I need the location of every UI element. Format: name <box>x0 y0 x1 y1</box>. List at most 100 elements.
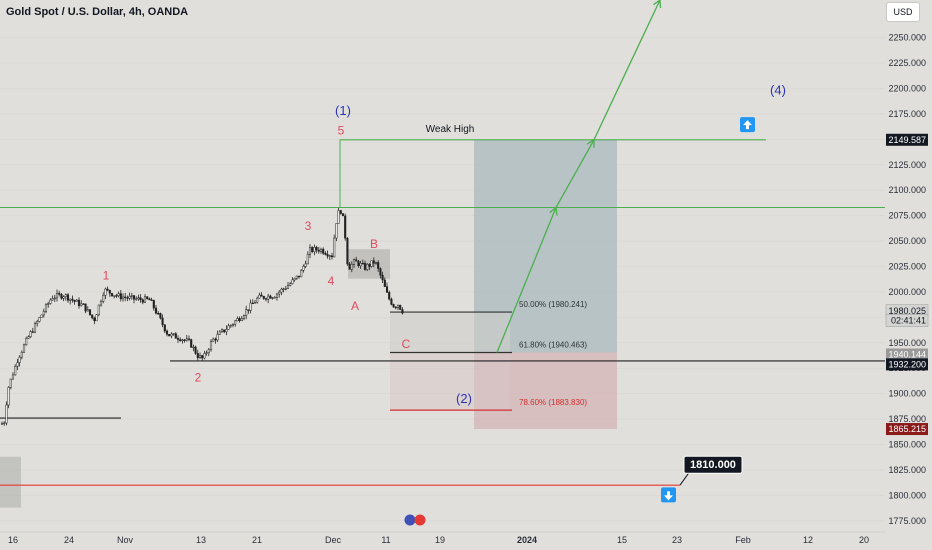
y-tick-label: 2100.000 <box>888 185 926 195</box>
candles <box>0 207 404 426</box>
price-tag-label: 1940.144 <box>888 349 926 359</box>
candle-body <box>11 374 15 380</box>
candle-body <box>29 331 32 337</box>
candle-body <box>282 288 285 290</box>
candle-body <box>242 315 246 319</box>
candle-body <box>192 346 195 349</box>
candle-body <box>300 270 303 278</box>
candle-body <box>31 331 34 333</box>
candle-body <box>75 299 78 302</box>
candle-body <box>71 298 74 301</box>
candle-body <box>16 362 19 367</box>
candle-body <box>363 263 367 270</box>
fib-label: 50.00% (1980.241) <box>519 300 587 309</box>
candle-body <box>256 297 259 303</box>
candle-body <box>392 304 395 308</box>
candle-body <box>315 247 318 251</box>
candle-body <box>381 274 384 281</box>
fib-band <box>390 352 510 411</box>
candle-body <box>218 331 221 335</box>
candle-body <box>322 248 325 254</box>
candle-body <box>139 297 142 301</box>
currency-button[interactable]: USD <box>886 2 920 22</box>
x-tick-label: 13 <box>196 535 206 545</box>
candle-body <box>146 296 149 300</box>
x-tick-label: Dec <box>325 535 342 545</box>
candle-body <box>60 294 63 299</box>
wave-label: 4 <box>328 274 335 288</box>
candle-body <box>201 355 204 359</box>
candle-body <box>346 237 349 265</box>
candle-body <box>258 294 261 299</box>
candle-body <box>196 353 199 359</box>
candle-body <box>119 293 122 300</box>
candle-body <box>66 294 70 301</box>
candle-body <box>190 339 193 348</box>
candle-body <box>62 296 65 299</box>
candle-body <box>273 297 276 299</box>
candle-body <box>207 349 210 354</box>
flag-circle <box>414 514 426 526</box>
candle-body <box>293 277 296 281</box>
candle-body <box>372 260 375 264</box>
wave-label: 5 <box>338 123 345 137</box>
y-tick-label: 1875.000 <box>888 414 926 424</box>
y-tick-label: 1900.000 <box>888 389 926 399</box>
candle-body <box>278 291 281 295</box>
candle-body <box>14 365 17 376</box>
candle-body <box>172 333 175 335</box>
candle-body <box>236 318 239 322</box>
candle-body <box>335 223 338 239</box>
wave-label: C <box>402 337 411 351</box>
candle-body <box>33 323 37 333</box>
candle-body <box>337 210 340 224</box>
x-tick-label: Feb <box>735 535 751 545</box>
candle-body <box>339 210 342 214</box>
candle-body <box>377 262 380 269</box>
candle-body <box>128 296 131 299</box>
candle-body <box>355 259 358 262</box>
wave-label: 2 <box>195 370 202 384</box>
candle-body <box>319 248 323 252</box>
candle-body <box>104 288 107 296</box>
candle-body <box>161 317 164 326</box>
candle-body <box>77 299 81 306</box>
candle-body <box>374 262 378 264</box>
candle-body <box>388 292 391 300</box>
candle-body <box>22 344 26 353</box>
candle-body <box>390 298 393 305</box>
candle-body <box>366 264 369 270</box>
candle-body <box>203 353 206 359</box>
candle-body <box>143 296 147 303</box>
candle-body <box>91 314 94 319</box>
candle-body <box>20 351 23 358</box>
candle-body <box>44 304 48 312</box>
candle-body <box>51 298 54 301</box>
price-tag-bg <box>886 133 928 146</box>
down-arrow-icon <box>661 487 676 503</box>
candle-body <box>311 247 314 252</box>
candle-body <box>58 293 61 295</box>
fib-label: 78.60% (1883.830) <box>519 398 587 407</box>
candle-body <box>141 299 144 303</box>
candle-body <box>357 260 360 267</box>
candle-body <box>238 318 241 321</box>
x-tick-label: 23 <box>672 535 682 545</box>
price-tag-bg <box>885 314 929 327</box>
candle-body <box>176 338 180 340</box>
candle-body <box>93 317 96 322</box>
candle-body <box>260 294 263 297</box>
price-axis-bg <box>885 0 932 550</box>
fib-label: 61.80% (1940.463) <box>519 341 587 350</box>
candle-body <box>245 309 248 316</box>
y-tick-label: 2225.000 <box>888 58 926 68</box>
candle-body <box>247 309 250 311</box>
candle-body <box>27 336 30 339</box>
arrow-glyph <box>743 120 752 130</box>
candle-body <box>216 334 219 341</box>
y-tick-label: 1950.000 <box>888 338 926 348</box>
candle-body <box>205 352 208 354</box>
candle-body <box>148 298 151 301</box>
y-tick-label: 2200.000 <box>888 83 926 93</box>
